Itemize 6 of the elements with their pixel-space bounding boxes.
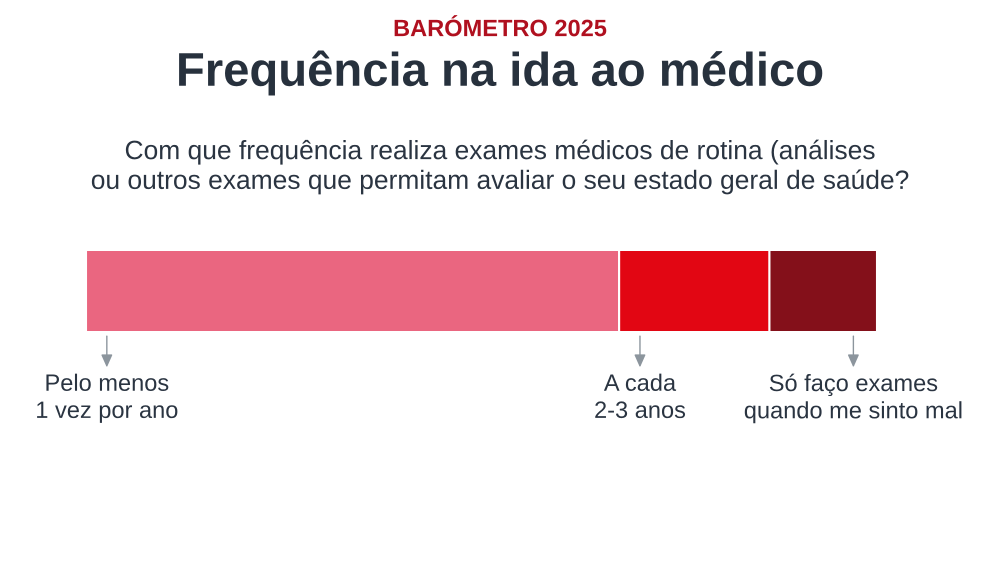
text: BARÓMETRO 2025	[394, 15, 606, 36]
chart-subtitle: Com que frequência realiza exames médicos de rotina (análises ou outros exames que permitam avaliar o seu estado geral de saúde?	[92, 140, 908, 194]
text: Só faço exames quando me sinto mal	[744, 374, 962, 424]
series-label: A cada 2-3 anos	[595, 374, 686, 418]
chart-title: Frequência na ida ao médico	[179, 50, 822, 96]
series-label: Pelo menos 1 vez por ano	[37, 374, 178, 423]
